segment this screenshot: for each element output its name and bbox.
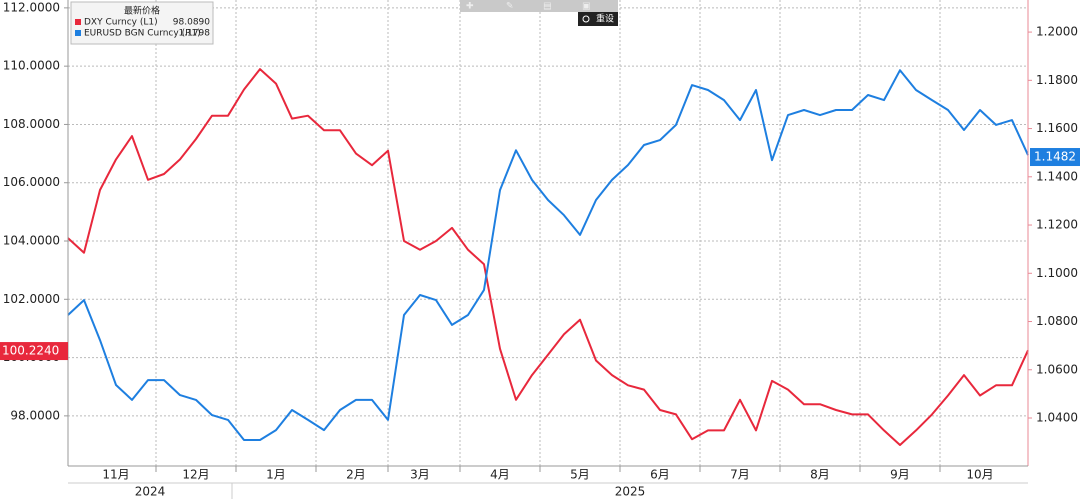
legend-title: 最新价格	[124, 5, 160, 17]
x-tick-label: 12月	[182, 468, 209, 482]
y2-tick-label: 1.1000	[1036, 266, 1078, 280]
year-label: 2024	[135, 485, 166, 499]
y2-tick-label: 1.0400	[1036, 411, 1078, 425]
legend-swatch	[75, 30, 81, 36]
lines	[67, 68, 1029, 446]
reset-icon	[582, 15, 590, 23]
x-tick-label: 11月	[102, 468, 129, 482]
y2-tick-label: 1.2000	[1036, 25, 1078, 39]
toolbar-bar	[460, 0, 618, 12]
year-label: 2025	[615, 485, 646, 499]
x-tick-label: 9月	[890, 468, 910, 482]
x-tick-label: 10月	[966, 468, 993, 482]
toolbar-icon[interactable]: ✚	[466, 2, 474, 12]
legend-box	[70, 1, 214, 45]
x-tick-label: 4月	[490, 468, 510, 482]
y-tick-label: 98.0000	[10, 408, 60, 422]
x-tick-label: 7月	[730, 468, 750, 482]
x-tick-label: 2月	[346, 468, 366, 482]
legend-value: 98.0890	[173, 18, 210, 28]
x-tick-label: 3月	[410, 468, 430, 482]
reset-button[interactable]	[578, 12, 618, 26]
legend-swatch	[75, 19, 81, 25]
y2-tick-label: 1.1600	[1036, 121, 1078, 135]
x-tick-label: 5月	[570, 468, 590, 482]
toolbar: ✚ ✎ ▤ ▣ 重设	[460, 0, 618, 26]
last-value-box	[1030, 148, 1080, 167]
toolbar-icon[interactable]: ✎	[506, 2, 514, 12]
y-tick-label: 110.0000	[3, 59, 60, 73]
y-tick-label: 104.0000	[3, 234, 60, 248]
x-tick-label: 6月	[650, 468, 670, 482]
last-value-box	[0, 342, 68, 361]
last-value-label: 1.1482	[1034, 150, 1076, 164]
y2-tick-label: 1.1200	[1036, 218, 1078, 232]
series-line	[67, 69, 1029, 441]
legend-value: 1.1798	[179, 29, 211, 39]
y2-tick-label: 1.1800	[1036, 73, 1078, 87]
x-tick-label: 1月	[266, 468, 286, 482]
series-line	[67, 68, 1029, 446]
y-tick-label: 106.0000	[3, 175, 60, 189]
x-tick-label: 8月	[810, 468, 830, 482]
y2-tick-label: 1.0600	[1036, 362, 1078, 376]
toolbar-icon[interactable]: ▣	[582, 2, 591, 12]
y2-tick-label: 1.1400	[1036, 169, 1078, 183]
legend-label: DXY Curncy (L1)	[84, 18, 158, 28]
y-tick-label: 112.0000	[3, 0, 60, 14]
grid	[68, 0, 1028, 466]
toolbar-icon[interactable]: ▤	[543, 2, 552, 12]
legend-label: EURUSD BGN Curncy (R1)	[84, 29, 201, 39]
y2-tick-label: 1.0800	[1036, 314, 1078, 328]
last-value-label: 100.2240	[2, 344, 59, 358]
y-tick-label: 102.0000	[3, 292, 60, 306]
reset-label[interactable]: 重设	[596, 13, 614, 25]
y-tick-label: 108.0000	[3, 117, 60, 131]
